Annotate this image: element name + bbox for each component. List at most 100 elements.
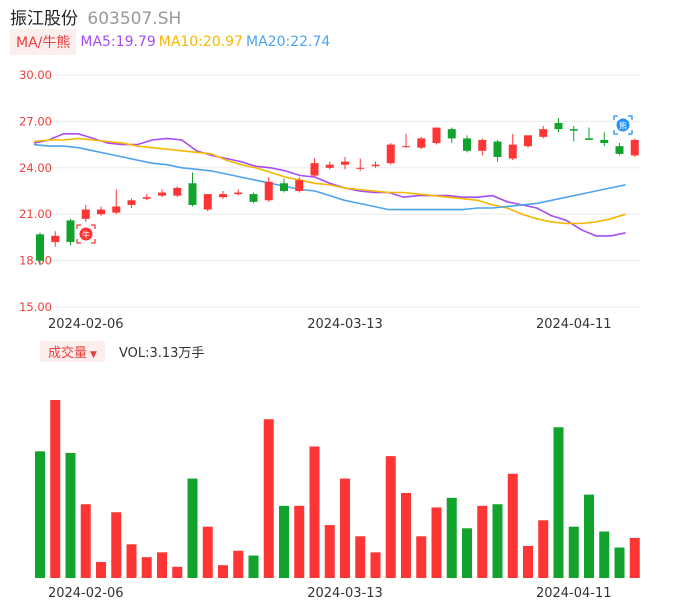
candle-body: [310, 163, 319, 176]
volume-bar: [599, 531, 610, 578]
volume-legend: 成交量 ▼ VOL:3.13万手: [40, 340, 205, 362]
volume-bar: [324, 525, 335, 578]
candle: [508, 133, 517, 161]
candle: [524, 135, 532, 148]
candle: [325, 161, 334, 170]
candle-body: [127, 200, 136, 205]
volume-bar: [65, 452, 76, 578]
candle-body: [249, 194, 258, 202]
candle-body: [463, 138, 471, 151]
candle-body: [402, 146, 410, 148]
volume-tag-label: 成交量: [48, 345, 88, 361]
candle: [478, 138, 487, 156]
volume-indicator-selector[interactable]: 成交量 ▼: [40, 340, 105, 362]
candle-body: [97, 209, 105, 215]
ma-legend: MA/牛熊 MA5:19.79 MA10:20.97 MA20:22.74: [10, 29, 333, 55]
candle-body: [539, 129, 548, 137]
candle: [402, 133, 410, 148]
volume-bar: [553, 427, 564, 578]
candle: [295, 177, 304, 193]
y-tick-label: 27.00: [19, 114, 52, 128]
candle: [569, 126, 578, 142]
volume-bar: [157, 552, 167, 578]
volume-bar: [492, 504, 503, 578]
ma-indicator-selector[interactable]: MA/牛熊: [10, 29, 77, 55]
volume-chart[interactable]: 2024-02-06 2024-03-13 2024-04-11: [0, 360, 686, 606]
candle-body: [295, 180, 304, 191]
x-tick-label: 2024-03-13: [307, 586, 383, 601]
volume-bar: [538, 520, 549, 578]
candle-body: [600, 139, 609, 144]
candle-body: [585, 138, 593, 140]
candle-body: [569, 129, 578, 131]
volume-bar: [614, 547, 625, 578]
candle-body: [371, 164, 380, 167]
candle: [51, 231, 60, 247]
candle: [112, 189, 121, 215]
dropdown-arrow-icon: ▼: [90, 349, 97, 360]
candle-body: [554, 122, 563, 130]
volume-bar: [507, 473, 518, 578]
volume-bar: [355, 536, 366, 578]
volume-bar: [263, 419, 274, 578]
candle-body: [142, 197, 151, 199]
candle-body: [66, 220, 75, 243]
x-tick-label: 2024-04-11: [536, 317, 612, 332]
candle: [158, 189, 166, 198]
candle: [310, 158, 319, 178]
candle-body: [630, 139, 639, 156]
volume-bar: [294, 505, 305, 578]
candle-body: [234, 192, 243, 195]
candle: [142, 194, 151, 201]
stock-title: 振江股份 603507.SH: [10, 4, 181, 29]
candle-body: [432, 127, 441, 144]
candle-body: [173, 187, 182, 196]
price-chart[interactable]: 30.00 27.00 24.00 21.00 18.00 15.00 2024-02-0…: [0, 0, 686, 340]
candle: [173, 186, 182, 198]
volume-bar: [385, 456, 396, 578]
volume-bar: [35, 451, 45, 578]
x-tick-label: 2024-02-06: [48, 317, 124, 332]
volume-bar: [401, 493, 411, 578]
candle-body: [417, 138, 426, 148]
volume-bar: [523, 545, 533, 578]
candle-body: [81, 209, 90, 219]
candle-body: [219, 194, 227, 198]
candle: [539, 126, 548, 139]
candle: [219, 191, 227, 199]
candle-body: [341, 161, 349, 165]
volume-value: VOL:3.13万手: [118, 345, 205, 361]
volume-bar: [462, 528, 472, 578]
volume-bar: [141, 557, 152, 578]
candle: [600, 132, 609, 147]
ma20-line: [33, 143, 626, 211]
x-tick-label: 2024-03-13: [307, 317, 383, 332]
volume-bar: [187, 478, 198, 578]
stock-name: 振江股份: [10, 9, 78, 29]
candle-body: [493, 141, 502, 157]
ma20-label: MA20:22.74: [246, 34, 331, 50]
volume-bar: [477, 505, 488, 578]
x-tick-label: 2024-04-11: [536, 586, 612, 601]
volume-bar: [584, 494, 594, 578]
volume-bar: [340, 478, 350, 578]
candle: [554, 118, 563, 133]
stock-code: 603507.SH: [87, 9, 182, 29]
volume-bar: [96, 561, 106, 578]
candle: [447, 127, 456, 144]
candle: [203, 194, 212, 212]
volume-bar: [202, 526, 213, 578]
y-tick-label: 18.00: [19, 254, 52, 268]
ma10-line: [33, 137, 626, 225]
ma10-label: MA10:20.97: [158, 34, 244, 50]
volume-bar: [50, 400, 61, 578]
candle: [432, 127, 441, 145]
bear-badge-icon: 熊: [613, 115, 633, 135]
y-tick-label: 21.00: [19, 207, 52, 221]
candle: [249, 192, 258, 204]
candle: [463, 135, 471, 153]
bull-badge-icon: 牛: [76, 224, 96, 244]
volume-bar: [416, 536, 427, 578]
candle-body: [280, 183, 288, 191]
volume-bar: [111, 512, 122, 578]
